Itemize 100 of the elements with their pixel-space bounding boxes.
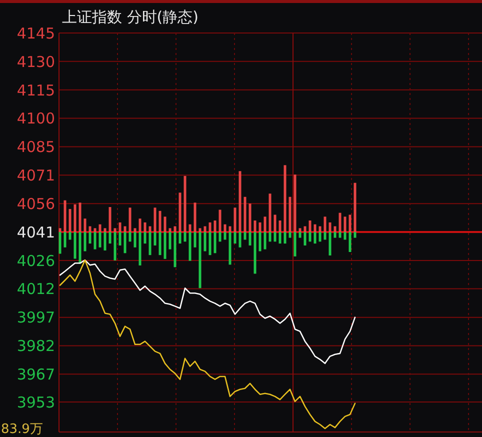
bar bbox=[284, 165, 286, 232]
bar bbox=[298, 232, 302, 238]
bar bbox=[124, 226, 126, 232]
bar bbox=[118, 222, 122, 232]
bar bbox=[254, 232, 256, 274]
bar bbox=[144, 222, 146, 232]
bar bbox=[204, 232, 206, 252]
line-series bbox=[59, 259, 356, 364]
bar bbox=[248, 204, 252, 232]
bar bbox=[154, 208, 156, 232]
bar bbox=[164, 216, 166, 232]
bar bbox=[224, 232, 226, 240]
bar bbox=[218, 232, 222, 242]
bar bbox=[204, 226, 206, 232]
bar bbox=[174, 232, 176, 268]
bar bbox=[318, 226, 322, 232]
bar bbox=[354, 232, 356, 238]
bar bbox=[154, 232, 156, 246]
bar bbox=[228, 232, 232, 265]
y-tick-label: 4041 bbox=[16, 223, 55, 242]
bar bbox=[334, 232, 336, 238]
y-tick-label: 4071 bbox=[16, 166, 55, 185]
bar bbox=[258, 232, 262, 252]
bar bbox=[338, 212, 342, 232]
y-tick-label: 4012 bbox=[16, 280, 55, 298]
bar bbox=[178, 232, 182, 244]
bar bbox=[304, 232, 306, 246]
bar bbox=[104, 228, 106, 232]
bar bbox=[68, 208, 72, 232]
bar bbox=[314, 224, 316, 232]
y-tick-label: 4085 bbox=[16, 138, 55, 156]
bar bbox=[74, 232, 76, 259]
bar bbox=[214, 220, 216, 232]
bar bbox=[104, 232, 106, 250]
bar bbox=[218, 210, 222, 232]
bar bbox=[348, 232, 352, 252]
bar bbox=[134, 232, 136, 248]
bar bbox=[158, 232, 162, 256]
bar bbox=[94, 232, 96, 250]
bar bbox=[244, 196, 246, 232]
line-series bbox=[59, 259, 356, 430]
bar bbox=[274, 214, 276, 232]
chart-title: 上证指数 分时(静态) bbox=[62, 8, 198, 26]
bar bbox=[138, 232, 142, 266]
bar bbox=[188, 232, 192, 261]
bar bbox=[338, 232, 342, 238]
bar bbox=[324, 216, 326, 232]
bar bbox=[244, 232, 246, 240]
bar bbox=[328, 232, 332, 256]
bar bbox=[128, 232, 132, 242]
bar bbox=[188, 224, 192, 232]
bar bbox=[174, 226, 176, 232]
bar bbox=[208, 222, 212, 232]
y-tick-label: 4056 bbox=[16, 194, 55, 213]
y-tick-label: 4100 bbox=[16, 110, 55, 128]
bar bbox=[288, 196, 292, 232]
bar bbox=[178, 192, 182, 232]
bar bbox=[164, 232, 166, 259]
bar bbox=[248, 232, 252, 246]
bar bbox=[274, 232, 276, 242]
bar bbox=[268, 194, 272, 232]
bar bbox=[214, 232, 216, 254]
bar bbox=[198, 228, 202, 232]
bar bbox=[318, 232, 322, 242]
bar bbox=[238, 171, 242, 232]
bar bbox=[184, 232, 186, 242]
bar bbox=[208, 232, 212, 256]
bar bbox=[84, 218, 86, 232]
bar bbox=[98, 224, 102, 232]
bar bbox=[308, 232, 312, 242]
bar bbox=[128, 208, 132, 232]
bar bbox=[264, 232, 266, 250]
bar bbox=[298, 228, 302, 232]
bar bbox=[64, 232, 66, 248]
bar bbox=[148, 232, 152, 256]
y-tick-label: 4145 bbox=[16, 24, 55, 42]
bar bbox=[118, 232, 122, 246]
bar bbox=[114, 228, 116, 232]
bar bbox=[64, 200, 66, 232]
bar bbox=[264, 216, 266, 232]
bar bbox=[74, 204, 76, 232]
bar bbox=[134, 228, 136, 232]
bar bbox=[58, 228, 62, 232]
bar bbox=[238, 232, 242, 248]
y-tick-label: 3997 bbox=[16, 308, 55, 327]
y-tick-label: 3982 bbox=[16, 337, 55, 356]
bar bbox=[114, 232, 116, 260]
bar bbox=[294, 232, 296, 256]
bar bbox=[198, 232, 202, 288]
bar bbox=[88, 232, 92, 244]
bar bbox=[124, 232, 126, 254]
bar bbox=[344, 216, 346, 232]
bar bbox=[324, 232, 326, 240]
bar bbox=[184, 176, 186, 232]
bar bbox=[194, 202, 196, 232]
bar bbox=[168, 232, 172, 250]
bar bbox=[328, 222, 332, 232]
bar bbox=[108, 207, 112, 232]
text: 83.9万 bbox=[1, 422, 43, 437]
bar bbox=[194, 232, 196, 248]
